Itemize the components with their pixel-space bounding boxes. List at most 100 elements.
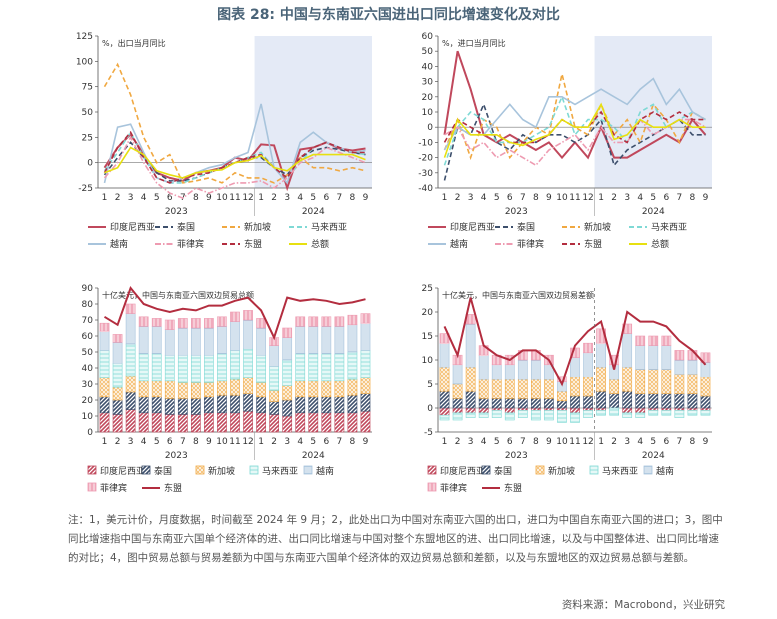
bar-segment-idn — [570, 407, 580, 414]
bar-segment-tha — [125, 391, 136, 410]
bar-segment-phl — [164, 319, 175, 330]
bar-segment-mys — [583, 410, 593, 418]
x-tick-label: 6 — [167, 437, 173, 447]
bar-segment-tha — [138, 396, 149, 414]
y-tick-label: 5 — [427, 380, 433, 390]
bar-segment-idn — [347, 412, 358, 433]
x-tick-label: 10 — [556, 193, 568, 203]
bar-segment-vnm — [478, 354, 489, 380]
bar-segment-phl — [112, 334, 123, 343]
bar-segment-idn — [491, 407, 502, 411]
bar-segment-tha — [204, 396, 214, 414]
x-tick-label: 7 — [520, 193, 526, 203]
bar-segment-sgp — [648, 369, 659, 394]
legend-swatch-sgp — [195, 465, 205, 475]
bar-segment-phl — [190, 318, 201, 329]
bar-segment-phl — [177, 318, 188, 329]
bar-segment-sgp — [347, 378, 358, 396]
bar-segment-vnm — [570, 357, 580, 378]
bar-segment-vnm — [190, 327, 201, 356]
bar-segment-idn — [243, 410, 253, 433]
y-tick-label: 90 — [82, 284, 94, 294]
legend-label: 菲律宾 — [177, 238, 204, 250]
bar-segment-sgp — [243, 377, 253, 394]
bar-segment-vnm — [517, 359, 528, 380]
bar-segment-mys — [635, 412, 646, 418]
x-tick-label: 6 — [507, 193, 513, 203]
legend-label: 越南 — [110, 238, 128, 250]
bar-segment-tha — [557, 400, 567, 409]
series-line-asean — [443, 297, 707, 387]
bar-segment-tha — [190, 398, 201, 415]
bar-segment-sgp — [491, 378, 502, 399]
bar-segment-vnm — [321, 326, 332, 354]
bar-segment-mys — [504, 412, 515, 421]
bar-segment-phl — [282, 327, 293, 338]
x-tick-label: 8 — [690, 437, 696, 447]
bar-segment-vnm — [504, 364, 515, 380]
legend-swatch-idn — [87, 465, 97, 475]
x-tick-label: 5 — [494, 193, 500, 203]
bar-segment-vnm — [622, 333, 633, 368]
bar-segment-idn — [674, 407, 685, 411]
legend-swatch-mys — [589, 465, 599, 475]
bar-segment-idn — [112, 414, 123, 433]
y-tick-label: 125 — [76, 32, 93, 42]
x-tick-label: 1 — [598, 437, 604, 447]
bar-segment-idn — [530, 407, 541, 411]
bar-segment-sgp — [125, 375, 136, 393]
bar-segment-mys — [609, 407, 620, 416]
bar-segment-sgp — [360, 377, 371, 394]
legend-label: 马来西亚 — [311, 222, 347, 233]
bar-segment-sgp — [452, 383, 463, 399]
x-tick-label: 1 — [598, 193, 604, 203]
bar-segment-idn — [517, 407, 528, 411]
bar-segment-vnm — [687, 359, 698, 375]
x-tick-label: 9 — [363, 437, 369, 447]
x-tick-label: 7 — [677, 193, 683, 203]
bar-segment-vnm — [661, 345, 672, 370]
bar-segment-mys — [439, 414, 450, 421]
source-text: 资料来源：Macrobond，兴业研究 — [561, 599, 725, 611]
bar-segment-sgp — [99, 377, 110, 398]
bar-segment-mys — [308, 353, 319, 382]
series-line-phl — [103, 135, 366, 200]
bar-segment-tha — [112, 399, 123, 415]
bar-segment-mys — [282, 359, 293, 386]
bar-segment-tha — [544, 398, 554, 409]
legend-label: 新加坡 — [548, 465, 575, 477]
series-line-sgp — [443, 73, 706, 161]
figure-title: 图表 28: 中国与东南亚六国进出口同比增速变化及对比 — [217, 7, 560, 23]
y-tick-label: 0 — [87, 428, 93, 438]
bar-segment-idn — [204, 412, 214, 433]
bar-segment-idn — [177, 414, 188, 433]
series-line-asean — [103, 285, 366, 341]
x-tick-label: 2 — [271, 193, 277, 203]
bar-segment-vnm — [452, 364, 463, 385]
year-label: 2023 — [165, 451, 188, 461]
bar-segment-phl — [138, 316, 149, 327]
bar-segment-mys — [190, 354, 201, 383]
bar-segment-vnm — [439, 342, 450, 368]
bar-segment-idn — [544, 407, 554, 411]
bar-segment-mys — [295, 353, 306, 382]
legend-swatch-phl — [87, 482, 97, 492]
bar-segment-idn — [230, 412, 240, 433]
bar-segment-idn — [321, 412, 332, 433]
bar-segment-phl — [583, 342, 593, 354]
x-tick-label: 2 — [611, 193, 617, 203]
x-tick-label: 4 — [637, 193, 643, 203]
x-tick-label: 3 — [284, 437, 290, 447]
x-tick-label: 12 — [242, 193, 253, 203]
bar-segment-tha — [243, 393, 253, 412]
y-tick-label: 30 — [82, 380, 94, 390]
legend-swatch-mys — [249, 465, 259, 475]
bar-segment-sgp — [700, 376, 711, 397]
bar-segment-vnm — [217, 326, 227, 354]
x-tick-label: 1 — [442, 437, 448, 447]
series-line-phl — [444, 118, 706, 167]
bar-segment-phl — [256, 318, 266, 329]
